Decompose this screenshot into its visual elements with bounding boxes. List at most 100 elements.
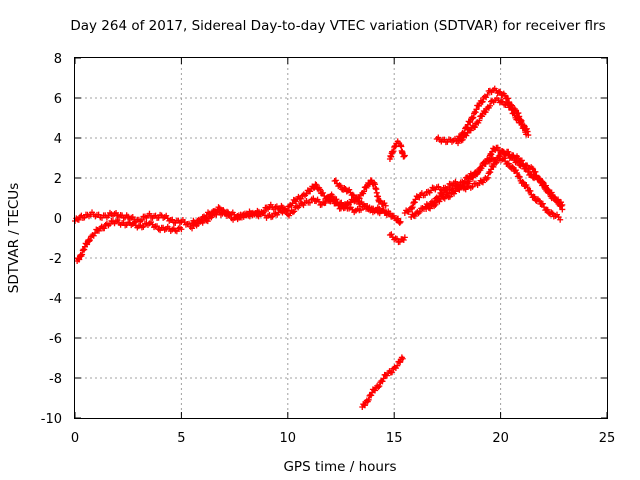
data-point — [380, 206, 387, 213]
x-tick-label: 25 — [599, 431, 616, 446]
data-point — [463, 124, 470, 131]
data-point — [524, 128, 531, 135]
data-point — [500, 155, 507, 162]
data-point — [197, 218, 204, 225]
data-point — [379, 378, 386, 385]
data-point — [505, 95, 512, 102]
x-tick-label: 0 — [71, 431, 79, 446]
plot-frame — [74, 57, 608, 419]
y-tick-label: -8 — [49, 372, 62, 387]
data-point — [449, 189, 456, 196]
data-point — [401, 153, 408, 160]
data-point — [81, 246, 88, 253]
data-point — [332, 177, 339, 184]
data-point — [518, 117, 525, 124]
data-point — [558, 202, 565, 209]
data-point — [469, 115, 476, 122]
data-point — [524, 184, 531, 191]
data-point — [461, 129, 468, 136]
y-tick-label: 6 — [54, 92, 62, 107]
data-point — [364, 203, 371, 210]
data-point — [478, 165, 485, 172]
data-point — [524, 162, 531, 169]
data-point — [386, 210, 393, 217]
data-point — [75, 216, 82, 223]
data-point — [516, 113, 523, 120]
x-tick-label: 10 — [280, 431, 297, 446]
data-point — [519, 178, 526, 185]
data-point — [411, 199, 418, 206]
data-point — [461, 184, 468, 191]
data-point — [539, 178, 546, 185]
chart-title: Day 264 of 2017, Sidereal Day-to-day VTE… — [70, 18, 605, 34]
data-point — [86, 238, 93, 245]
data-point — [539, 200, 546, 207]
data-point — [512, 167, 519, 174]
data-point — [206, 210, 213, 217]
data-point — [377, 197, 384, 204]
data-point — [555, 199, 562, 206]
y-tick-label: 4 — [54, 132, 62, 147]
data-point — [469, 183, 476, 190]
data-point — [84, 241, 91, 248]
data-point — [227, 211, 234, 218]
data-point — [154, 223, 161, 230]
data-point — [458, 137, 465, 144]
data-point — [549, 193, 556, 200]
data-point — [289, 200, 296, 207]
series-track-e — [386, 138, 408, 162]
data-point — [90, 232, 97, 239]
data-point — [324, 194, 331, 201]
data-point — [328, 196, 335, 203]
data-point — [312, 181, 319, 188]
data-point — [544, 206, 551, 213]
series-track-f — [386, 231, 408, 246]
data-point — [479, 98, 486, 105]
data-point — [397, 359, 404, 366]
data-point — [380, 375, 387, 382]
data-point — [395, 215, 402, 222]
data-point — [388, 231, 395, 238]
data-point — [472, 109, 479, 116]
data-point — [349, 191, 356, 198]
x-axis-label: GPS time / hours — [283, 459, 396, 475]
data-point — [390, 148, 397, 155]
data-point — [396, 219, 403, 226]
data-point — [337, 182, 344, 189]
data-point — [335, 202, 342, 209]
data-point — [422, 192, 429, 199]
data-point — [525, 132, 532, 139]
data-point — [515, 109, 522, 116]
data-point — [486, 102, 493, 109]
data-point — [551, 194, 558, 201]
data-point — [215, 204, 222, 211]
data-point — [517, 116, 524, 123]
data-point — [501, 92, 508, 99]
data-point — [532, 168, 539, 175]
data-point — [375, 384, 382, 391]
series-track-g — [359, 354, 406, 410]
data-point — [341, 204, 348, 211]
data-point — [521, 163, 528, 170]
data-point — [490, 163, 497, 170]
data-point — [269, 213, 276, 220]
data-point — [527, 187, 534, 194]
data-point — [481, 160, 488, 167]
data-point — [416, 194, 423, 201]
data-point — [346, 186, 353, 193]
data-point — [306, 199, 313, 206]
x-tick-label: 15 — [386, 431, 403, 446]
axis-ticks: 0 5 10 15 20 25 -10 -8 -6 -4 -2 0 2 4 6 8 — [41, 52, 616, 446]
data-point — [401, 234, 408, 241]
y-tick-label: -6 — [49, 332, 62, 347]
data-point — [521, 122, 528, 129]
data-point — [401, 152, 408, 159]
data-point — [353, 196, 360, 203]
data-point — [419, 204, 426, 211]
series-track-l — [455, 85, 532, 142]
data-point — [198, 217, 205, 224]
data-point — [470, 114, 477, 121]
data-point — [416, 208, 423, 215]
series-track-b — [74, 217, 185, 264]
data-point — [409, 204, 416, 211]
